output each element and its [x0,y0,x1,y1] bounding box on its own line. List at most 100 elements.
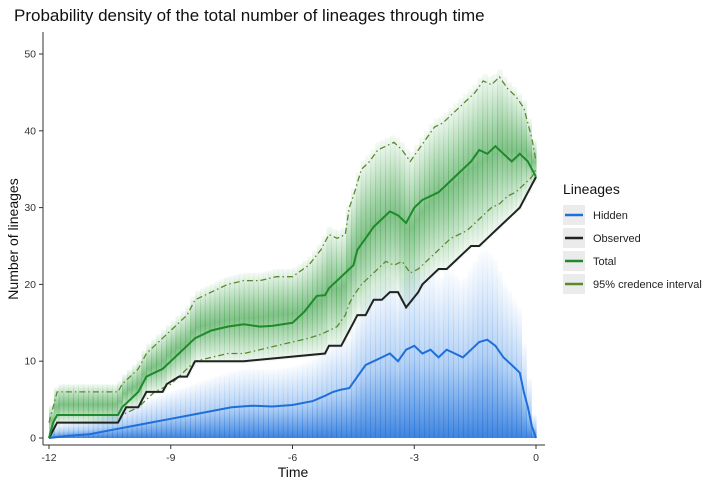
total-density-band [170,320,177,383]
legend-entry-total: Total [563,251,616,271]
series-hidden [48,338,537,439]
hidden-density-band [287,367,294,438]
legend-label-total: Total [593,256,616,268]
hidden-density-band [180,387,186,438]
total-density-band [161,329,167,393]
total-density-band [316,244,323,357]
hidden-density-band [161,394,167,438]
total-density-band [73,384,79,425]
total-density-band [126,369,133,410]
hidden-density-band [112,411,118,438]
total-density-band [492,74,498,234]
total-density-band [195,290,201,364]
hidden-density-band [321,351,328,438]
hidden-density-band [185,386,191,438]
hidden-density-band [58,424,65,438]
total-density-band [277,269,284,360]
total-density-band [253,272,259,363]
hidden-density-band [326,347,333,438]
total-density-band [297,263,303,359]
hidden-density-band [170,391,177,438]
hidden-density-band [141,401,147,438]
hidden-density-band [292,366,298,438]
total-density-band [214,281,221,364]
hidden-density-band [97,416,104,438]
total-density-band [350,188,357,326]
total-density-band [516,93,522,211]
total-density-band [506,82,513,220]
hidden-density-band [375,284,381,438]
total-density-band [117,381,123,422]
legend-entry-hidden: Hidden [563,205,628,225]
hidden-density-band [428,268,435,438]
total-density-band [331,229,337,349]
total-density-band [156,334,162,395]
total-density-band [501,76,508,225]
hidden-density-band [443,268,449,438]
legend-label-credence-interval: 95% credence interval [593,279,702,291]
total-density-band [360,160,367,318]
hidden-density-band [487,252,493,438]
hidden-density-band [117,409,123,438]
total-density-band [268,270,274,361]
hidden-density-band [88,419,94,438]
hidden-density-band [531,414,537,438]
total-density-band [526,118,532,193]
hidden-density-band [238,369,245,438]
total-density-band [458,98,464,259]
total-density-band [312,250,318,357]
total-density-band [511,87,518,216]
total-density-band [49,405,55,436]
hidden-density-band [297,364,303,438]
hidden-density-band [209,377,216,438]
hidden-density-band [102,414,109,438]
total-density-band [229,275,235,364]
hidden-density-band [370,288,376,438]
legend-label-observed: Observed [593,233,641,245]
hidden-density-band [126,406,133,438]
legend-label-hidden: Hidden [593,210,628,222]
total-density-band [151,338,157,395]
hidden-density-band [243,369,250,438]
hidden-density-band [190,384,196,438]
hidden-density-band [253,368,259,438]
total-density-band [78,384,84,425]
total-density-band [302,260,308,358]
hidden-density-band [224,372,230,438]
hidden-density-band [302,362,308,438]
hidden-density-band [53,425,60,438]
total-density-band [263,271,269,362]
total-density-band [258,272,264,362]
x-axis-ticks: -12 -9 -6 -3 0 [41,445,539,464]
total-density-band [131,365,138,410]
total-density-band [341,227,347,344]
total-density-band [462,93,469,254]
hidden-density-band [63,423,70,438]
total-density-band [97,384,104,425]
hidden-density-band [200,381,206,438]
hidden-density-band [424,271,430,438]
hidden-density-band [248,368,255,438]
hidden-density-band [214,376,221,438]
total-density-band [482,74,488,243]
total-density-band [83,384,89,425]
hidden-density-band [146,399,152,438]
legend-entry-credence-interval: 95% credence interval [563,274,702,294]
total-density-band [136,359,143,409]
x-tick-label: -9 [166,452,175,464]
hidden-density-band [229,371,235,438]
total-density-band [487,76,493,239]
hidden-density-band [78,420,84,438]
total-density-band [141,350,147,399]
hidden-density-band [83,420,89,438]
series-observed [48,176,537,439]
hidden-density-band [492,259,498,438]
hidden-density-band [68,422,74,438]
total-density-band [107,384,113,425]
hidden-density-band [219,374,225,438]
total-density-band [380,140,386,302]
hidden-density-band [273,369,279,438]
total-density-band [336,229,342,349]
legend-entry-observed: Observed [563,228,641,248]
total-density-band [185,305,191,378]
